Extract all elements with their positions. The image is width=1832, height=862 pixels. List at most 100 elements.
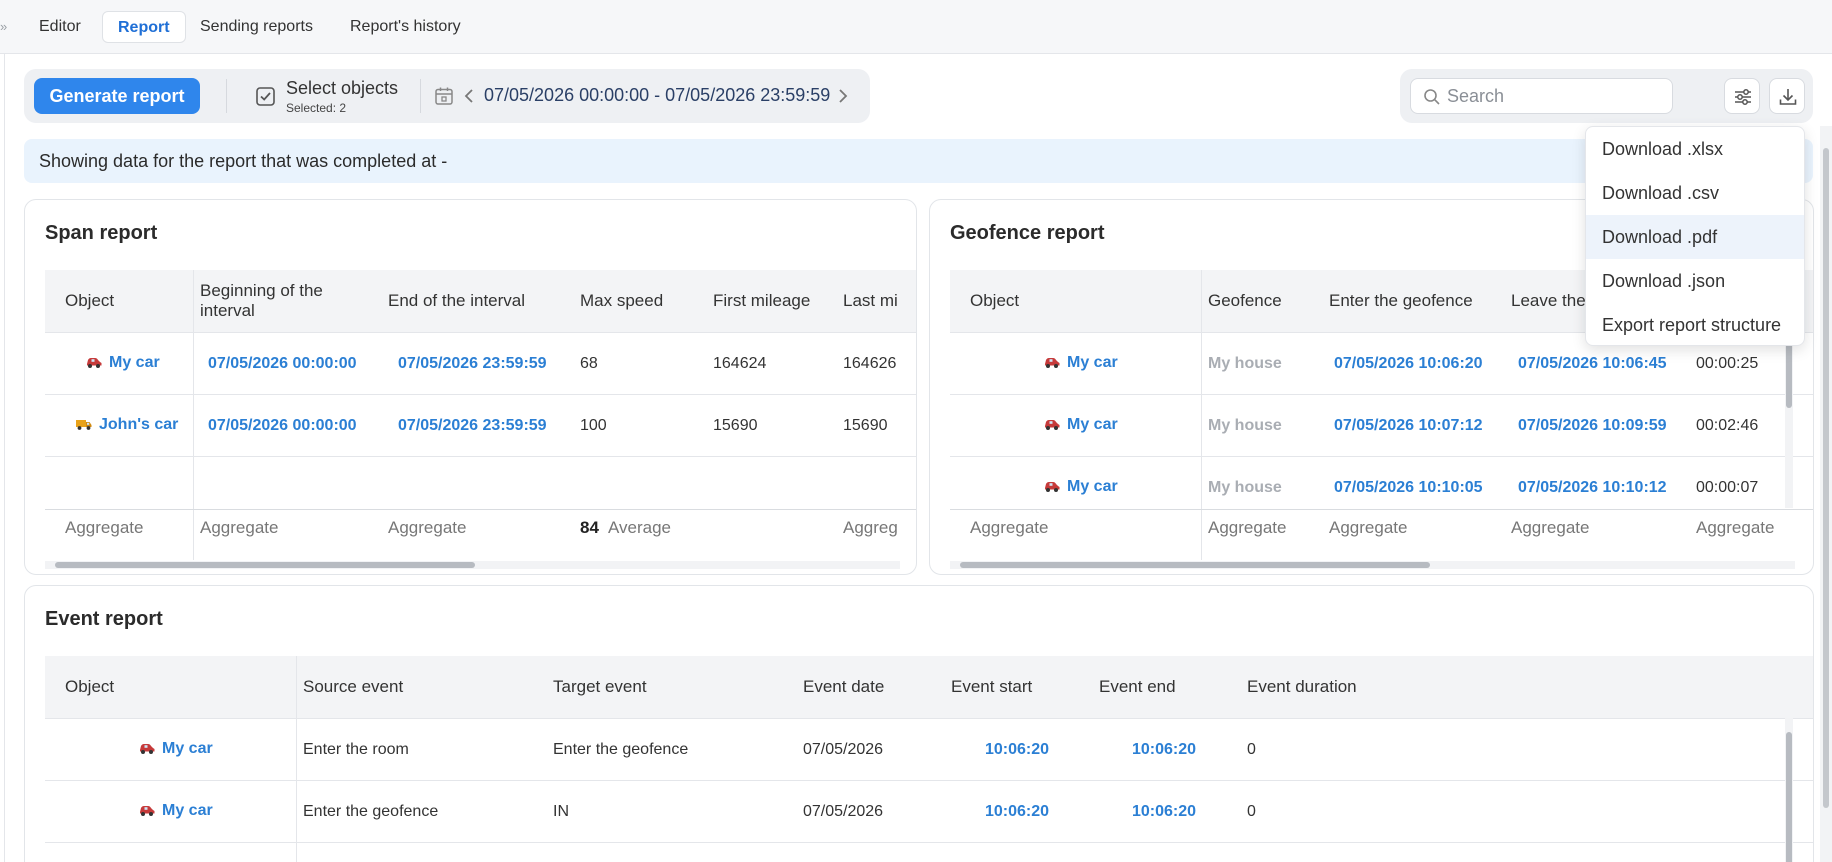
scrollbar-thumb[interactable] xyxy=(1786,732,1792,862)
date-range-value[interactable]: 07/05/2026 00:00:00 - 07/05/2026 23:59:5… xyxy=(484,85,831,105)
object-link[interactable]: My car xyxy=(109,354,160,371)
leave-time-link[interactable]: 07/05/2026 10:06:45 xyxy=(1518,355,1667,372)
vertical-scrollbar[interactable] xyxy=(1785,718,1793,862)
aggregate-label[interactable]: Aggregate xyxy=(200,518,279,537)
table-row[interactable]: My car xyxy=(138,740,213,758)
toolbar-divider xyxy=(226,79,227,113)
end-time-link[interactable]: 07/05/2026 23:59:59 xyxy=(398,355,547,372)
chevron-left-icon[interactable] xyxy=(462,85,476,107)
menu-item-download-xlsx[interactable]: Download .xlsx xyxy=(1602,139,1724,159)
event-start-link[interactable]: 10:06:20 xyxy=(985,741,1050,758)
aggregate-label[interactable]: Aggreg xyxy=(843,518,898,537)
column-header[interactable]: First mileage xyxy=(713,291,811,310)
leave-time-link[interactable]: 07/05/2026 10:09:59 xyxy=(1518,417,1667,434)
aggregate-label[interactable]: Aggregate xyxy=(388,518,467,537)
download-button[interactable] xyxy=(1769,78,1805,114)
column-header[interactable]: Max speed xyxy=(580,291,664,310)
aggregate-label[interactable]: Aggregate xyxy=(1511,518,1590,537)
horizontal-scrollbar[interactable] xyxy=(45,561,900,569)
calendar-icon[interactable] xyxy=(434,86,454,106)
tab-sending-reports[interactable]: Sending reports xyxy=(200,18,313,35)
filter-settings-button[interactable] xyxy=(1724,78,1760,114)
column-header[interactable]: Source event xyxy=(303,677,404,696)
aggregate-label[interactable]: Aggregate xyxy=(1696,518,1775,537)
scrollbar-thumb[interactable] xyxy=(960,562,1430,568)
chevron-right-icon[interactable] xyxy=(836,85,850,107)
tab-report[interactable]: Report xyxy=(102,11,186,43)
event-end-link[interactable]: 10:06:20 xyxy=(1132,741,1197,758)
column-divider xyxy=(296,656,297,862)
object-link[interactable]: My car xyxy=(1067,416,1118,433)
object-link[interactable]: John's car xyxy=(99,416,179,433)
column-header[interactable]: Target event xyxy=(553,677,647,696)
generate-report-button[interactable]: Generate report xyxy=(34,78,200,114)
table-row[interactable]: My car xyxy=(1043,416,1118,434)
menu-item-download-json[interactable]: Download .json xyxy=(1602,271,1726,291)
event-date-value: 07/05/2026 xyxy=(803,741,884,758)
geofence-name[interactable]: My house xyxy=(1208,479,1282,496)
geofence-name[interactable]: My house xyxy=(1208,417,1282,434)
geofence-name[interactable]: My house xyxy=(1208,355,1282,372)
tab-reports-history[interactable]: Report's history xyxy=(350,18,461,35)
column-header[interactable]: Beginning of the interval xyxy=(200,281,323,320)
download-icon xyxy=(1779,89,1797,105)
column-header[interactable]: Event end xyxy=(1099,677,1176,696)
table-row[interactable]: My car xyxy=(1043,354,1118,372)
object-link[interactable]: My car xyxy=(162,740,213,757)
row-divider xyxy=(950,394,1813,395)
column-header[interactable]: Geofence xyxy=(1208,291,1282,310)
row-divider xyxy=(45,842,1813,843)
page-vertical-scrollbar[interactable] xyxy=(1820,126,1832,862)
menu-item-download-pdf[interactable]: Download .pdf xyxy=(1586,215,1804,259)
object-link[interactable]: My car xyxy=(1067,478,1118,495)
horizontal-scrollbar[interactable] xyxy=(950,561,1795,569)
scrollbar-thumb[interactable] xyxy=(1786,338,1792,408)
card-title: Span report xyxy=(45,222,158,244)
end-time-link[interactable]: 07/05/2026 23:59:59 xyxy=(398,417,547,434)
row-divider xyxy=(45,394,916,395)
scrollbar-thumb[interactable] xyxy=(55,562,475,568)
aggregate-label[interactable]: Aggregate xyxy=(65,518,144,537)
event-date-value: 07/05/2026 xyxy=(803,803,884,820)
enter-time-link[interactable]: 07/05/2026 10:10:05 xyxy=(1334,479,1483,496)
aggregate-label[interactable]: Aggregate xyxy=(1329,518,1408,537)
column-header[interactable]: End of the interval xyxy=(388,291,526,310)
column-header[interactable]: Last mi xyxy=(843,291,898,310)
vertical-scrollbar[interactable] xyxy=(1785,332,1793,508)
row-divider xyxy=(45,718,1813,719)
enter-time-link[interactable]: 07/05/2026 10:06:20 xyxy=(1334,355,1483,372)
table-header xyxy=(45,656,1813,718)
column-header[interactable]: Event start xyxy=(951,677,1033,696)
card-title: Event report xyxy=(45,608,163,630)
object-link[interactable]: My car xyxy=(162,802,213,819)
tab-editor[interactable]: Editor xyxy=(39,18,81,35)
column-header[interactable]: Event duration xyxy=(1247,677,1357,696)
aggregate-label[interactable]: Aggregate xyxy=(970,518,1049,537)
table-row[interactable]: John's car xyxy=(75,416,178,434)
table-row[interactable]: My car xyxy=(85,354,160,372)
average-label[interactable]: Average xyxy=(608,518,672,537)
menu-item-export-structure[interactable]: Export report structure xyxy=(1602,315,1782,335)
search-input[interactable] xyxy=(1447,79,1667,113)
leave-time-link[interactable]: 07/05/2026 10:10:12 xyxy=(1518,479,1667,496)
enter-time-link[interactable]: 07/05/2026 10:07:12 xyxy=(1334,417,1483,434)
table-row[interactable]: My car xyxy=(138,802,213,820)
object-link[interactable]: My car xyxy=(1067,354,1118,371)
scrollbar-thumb[interactable] xyxy=(1823,148,1829,808)
event-start-link[interactable]: 10:06:20 xyxy=(985,803,1050,820)
begin-time-link[interactable]: 07/05/2026 00:00:00 xyxy=(208,355,357,372)
column-header[interactable]: Enter the geofence xyxy=(1329,291,1473,310)
menu-item-download-csv[interactable]: Download .csv xyxy=(1602,183,1720,203)
column-header[interactable]: Leave the xyxy=(1511,291,1586,310)
column-header[interactable]: Event date xyxy=(803,677,885,696)
begin-time-link[interactable]: 07/05/2026 00:00:00 xyxy=(208,417,357,434)
event-end-link[interactable]: 10:06:20 xyxy=(1132,803,1197,820)
event-duration-value: 0 xyxy=(1247,741,1256,758)
sliders-icon xyxy=(1735,89,1751,105)
column-header[interactable]: Object xyxy=(970,291,1020,310)
column-header[interactable]: Object xyxy=(65,291,115,310)
column-header[interactable]: Object xyxy=(65,677,115,696)
table-row[interactable]: My car xyxy=(1043,478,1118,496)
expand-sidebar-icon[interactable]: » xyxy=(0,19,8,34)
aggregate-label[interactable]: Aggregate xyxy=(1208,518,1287,537)
